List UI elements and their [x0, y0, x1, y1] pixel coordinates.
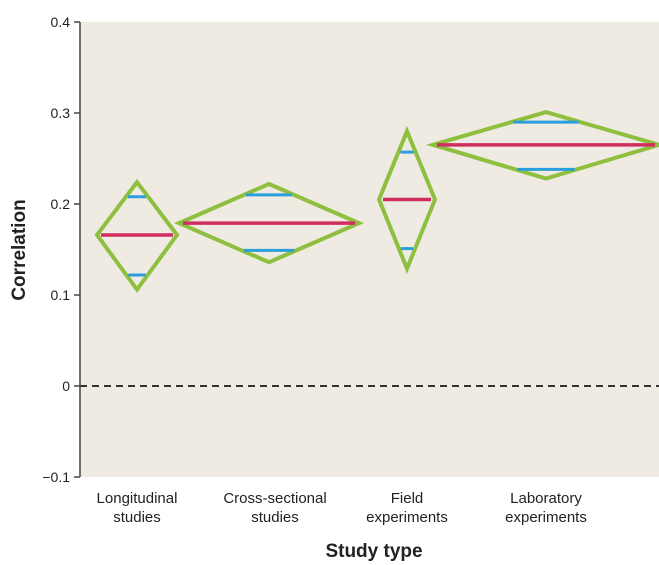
x-category-label: Field experiments — [366, 490, 448, 526]
diamond-group — [173, 181, 365, 265]
diamond-series — [94, 110, 659, 293]
diamond-outline — [376, 125, 438, 274]
y-tick-label: 0.2 — [51, 196, 71, 212]
diamond-outline — [173, 181, 365, 265]
y-axis-title: Correlation — [9, 199, 30, 300]
x-category-label: Cross-sectional studies — [223, 490, 326, 526]
y-tick-label: 0.4 — [51, 14, 71, 30]
x-category-label-line: Field — [391, 490, 424, 507]
plot-area-background — [80, 22, 659, 477]
y-tick-label: 0 — [62, 378, 70, 394]
x-category-label-line: Cross-sectional — [223, 490, 326, 507]
x-axis-category-labels: Longitudinal studies Cross-sectional studie… — [97, 490, 587, 526]
y-tick-label: −0.1 — [42, 469, 70, 485]
diamond-group — [425, 110, 659, 181]
x-category-label-line: Laboratory — [510, 490, 582, 507]
y-tick-label: 0.3 — [51, 105, 71, 121]
x-category-label-line: studies — [251, 509, 299, 526]
diamond-group — [376, 125, 438, 274]
x-axis-title: Study type — [325, 541, 422, 562]
x-category-label: Laboratory experiments — [505, 490, 587, 526]
x-category-label-line: experiments — [366, 509, 448, 526]
diamond-outline — [94, 178, 180, 293]
x-category-label-line: Longitudinal — [97, 490, 178, 507]
y-axis-ticks: −0.1 0 0.1 0.2 0.3 0.4 — [42, 14, 80, 485]
x-category-label: Longitudinal studies — [97, 490, 178, 526]
x-category-label-line: experiments — [505, 509, 587, 526]
y-tick-label: 0.1 — [51, 287, 71, 303]
diamond-group — [94, 178, 180, 293]
diamond-outline — [425, 110, 659, 181]
x-category-label-line: studies — [113, 509, 161, 526]
